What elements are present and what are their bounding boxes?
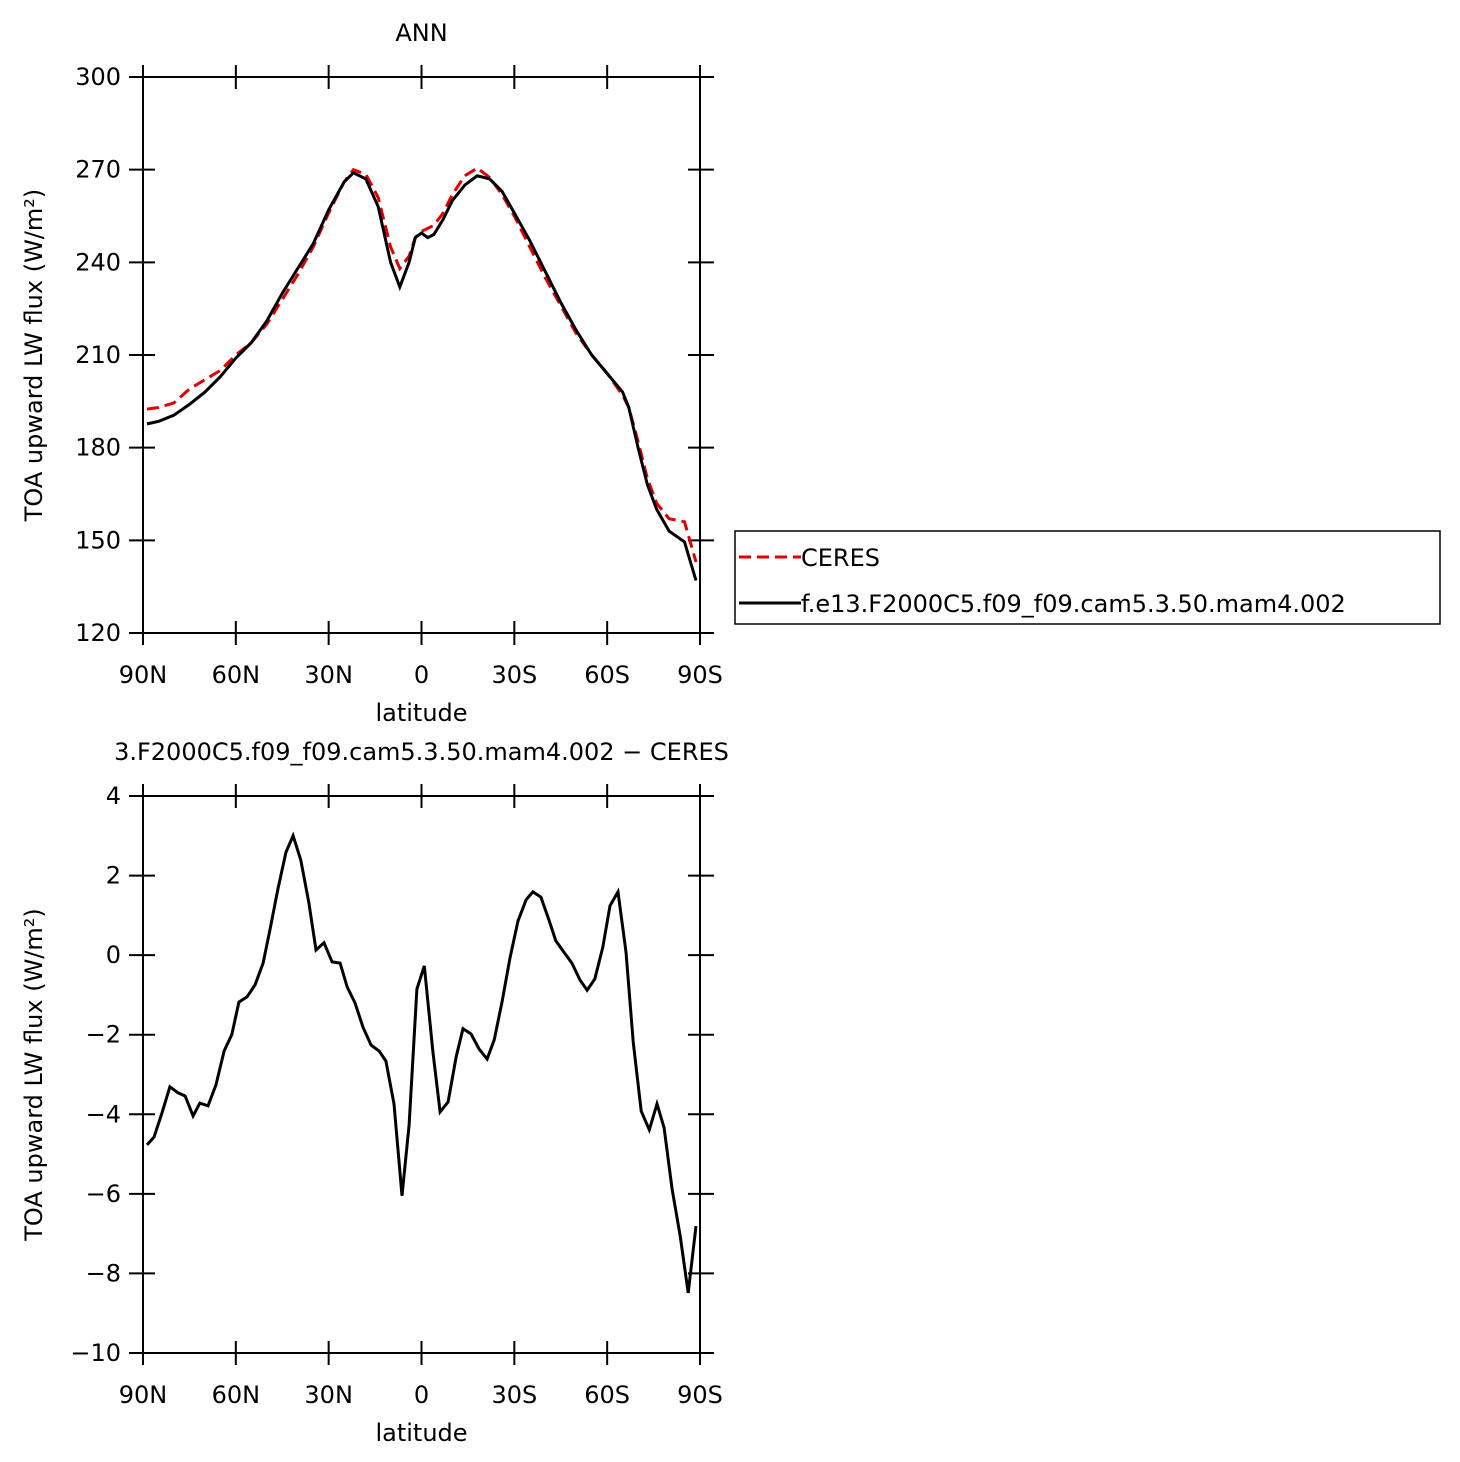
chart-title: 3.F2000C5.f09_f09.cam5.3.50.mam4.002 − C… bbox=[114, 738, 729, 766]
x-tick-label: 30N bbox=[304, 1381, 353, 1409]
x-tick-label: 0 bbox=[414, 1381, 429, 1409]
y-tick-label: −10 bbox=[70, 1339, 121, 1367]
y-tick-label: 4 bbox=[106, 782, 121, 810]
x-axis-label: latitude bbox=[375, 1419, 467, 1447]
y-tick-label: −8 bbox=[86, 1259, 121, 1287]
x-tick-label: 30N bbox=[304, 661, 353, 689]
y-tick-label: 210 bbox=[75, 341, 121, 369]
y-tick-label: −2 bbox=[86, 1021, 121, 1049]
plot-frame bbox=[142, 795, 701, 1354]
y-tick-label: 270 bbox=[75, 156, 121, 184]
y-tick-label: 300 bbox=[75, 63, 121, 91]
x-tick-label: 60N bbox=[212, 661, 261, 689]
x-tick-label: 0 bbox=[414, 661, 429, 689]
data-line bbox=[145, 831, 698, 1294]
y-tick-label: −6 bbox=[86, 1180, 121, 1208]
y-tick-label: 240 bbox=[75, 248, 121, 276]
y-tick-label: 180 bbox=[75, 434, 121, 462]
y-axis-label: TOA upward LW flux (W/m²) bbox=[20, 908, 48, 1242]
legend-label: f.e13.F2000C5.f09_f09.cam5.3.50.mam4.002 bbox=[801, 590, 1346, 618]
x-tick-label: 30S bbox=[491, 661, 537, 689]
y-axis-label: TOA upward LW flux (W/m²) bbox=[20, 189, 48, 523]
y-tick-label: −4 bbox=[86, 1100, 121, 1128]
x-tick-label: 60S bbox=[584, 1381, 630, 1409]
x-tick-label: 30S bbox=[491, 1381, 537, 1409]
y-tick-label: 150 bbox=[75, 526, 121, 554]
legend-label: CERES bbox=[801, 544, 880, 572]
y-tick-label: 2 bbox=[106, 862, 121, 890]
x-tick-label: 90S bbox=[677, 661, 723, 689]
x-tick-label: 90N bbox=[119, 1381, 168, 1409]
x-tick-label: 60N bbox=[212, 1381, 261, 1409]
x-tick-label: 90N bbox=[119, 661, 168, 689]
plot-frame bbox=[142, 76, 701, 634]
y-tick-label: 120 bbox=[75, 619, 121, 647]
x-tick-label: 60S bbox=[584, 661, 630, 689]
chart-title: ANN bbox=[395, 19, 447, 47]
x-tick-label: 90S bbox=[677, 1381, 723, 1409]
x-axis-label: latitude bbox=[375, 699, 467, 727]
legend-box bbox=[734, 530, 1441, 625]
data-line bbox=[146, 170, 698, 581]
y-tick-label: 0 bbox=[106, 941, 121, 969]
